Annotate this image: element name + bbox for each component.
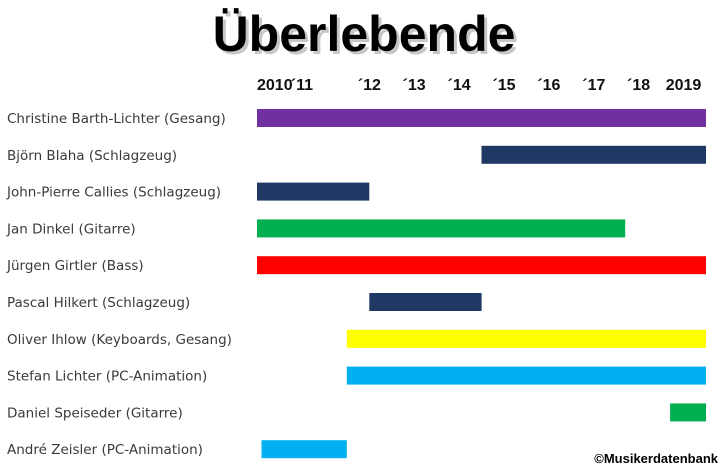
x-tick-label: ´18 (627, 77, 650, 94)
x-tick-label: 2010 (257, 77, 293, 94)
membership-bar (257, 182, 370, 201)
member-label: John-Pierre Callies (Schlagzeug) (6, 185, 221, 201)
membership-bars (257, 109, 706, 459)
membership-bar (481, 145, 706, 164)
x-tick-label: ´12 (358, 77, 381, 94)
x-tick-label: ´13 (403, 77, 426, 94)
member-label: Björn Blaha (Schlagzeug) (7, 148, 177, 164)
x-tick-label: ´17 (582, 77, 605, 94)
x-tick-label: ´16 (537, 77, 560, 94)
x-tick-label: ´11 (291, 77, 313, 94)
x-tick-label: ´15 (492, 77, 515, 94)
member-labels: Christine Barth-Lichter (Gesang) Björn Bl… (6, 111, 232, 458)
x-tick-label: 2019 (666, 77, 702, 94)
member-label: Jürgen Girtler (Bass) (6, 258, 144, 274)
member-label: Pascal Hilkert (Schlagzeug) (7, 295, 190, 311)
membership-bar (346, 366, 706, 385)
member-label: Oliver Ihlow (Keyboards, Gesang) (7, 332, 232, 348)
membership-bar (261, 440, 347, 459)
x-tick-label: ´14 (448, 77, 471, 94)
member-label: Jan Dinkel (Gitarre) (6, 221, 136, 237)
chart-title: Überlebende (213, 6, 516, 62)
membership-bar (369, 293, 482, 311)
membership-bar (257, 109, 706, 127)
copyright-notice: ©Musikerdatenbank (594, 451, 718, 466)
member-label: André Zeisler (PC-Animation) (7, 442, 203, 458)
membership-bar (670, 403, 706, 422)
membership-bar (257, 256, 706, 275)
member-label: Daniel Speiseder (Gitarre) (7, 405, 183, 421)
member-label: Christine Barth-Lichter (Gesang) (7, 111, 226, 127)
member-label: Stefan Lichter (PC-Animation) (7, 369, 207, 385)
membership-bar (346, 329, 706, 348)
x-axis-tick-labels: 2010´11 ´12 ´13 ´14 ´15 ´16 ´17 ´18 2019 (257, 77, 701, 94)
membership-bar (257, 219, 626, 238)
chart-title-shadow: Überlebende (216, 9, 519, 65)
